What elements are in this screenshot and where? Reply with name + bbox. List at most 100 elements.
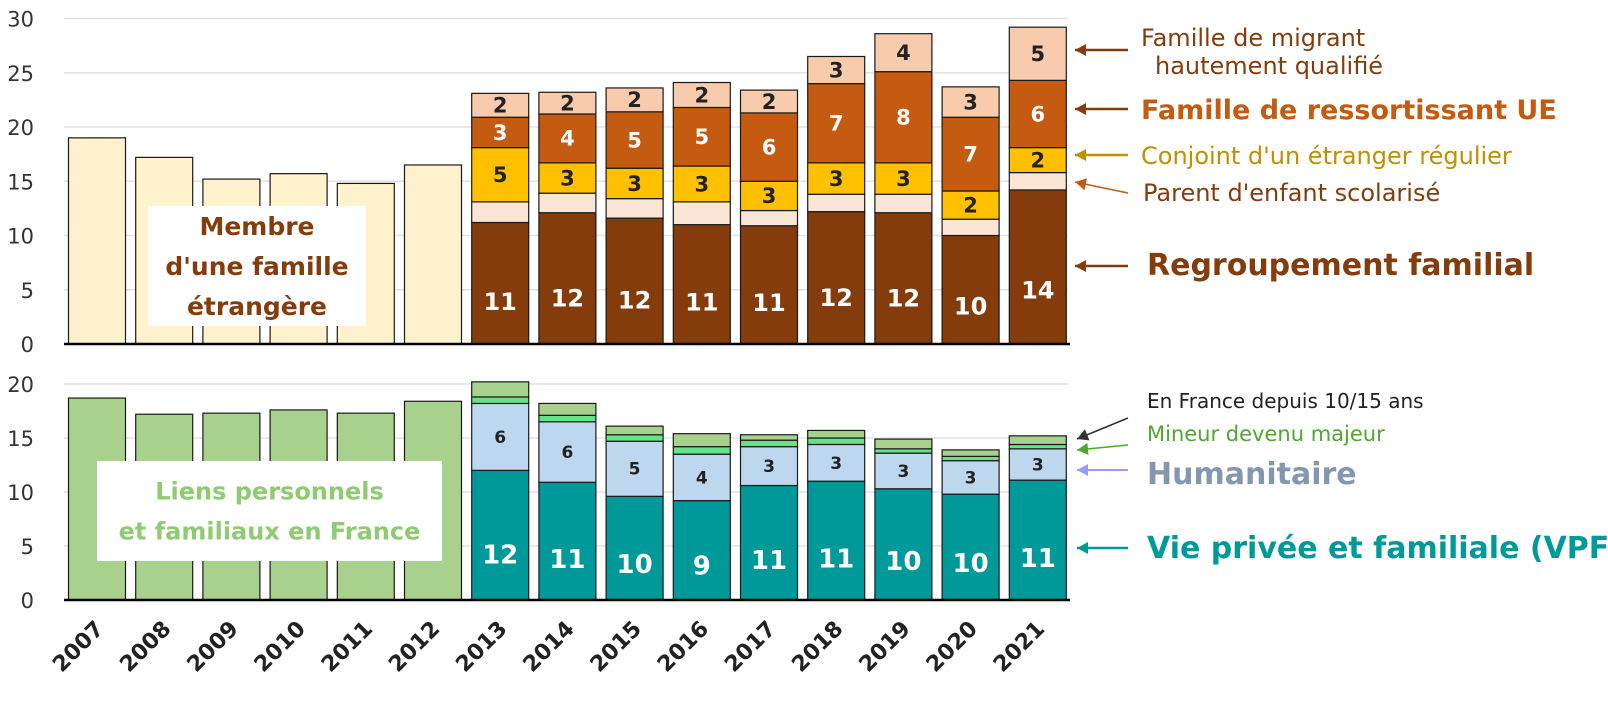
x-tick-label: 2007 bbox=[48, 617, 109, 678]
legend-arrowhead bbox=[1077, 429, 1090, 441]
y-tick-label: 10 bbox=[7, 225, 34, 249]
legend-label: Humanitaire bbox=[1147, 457, 1357, 492]
bar-segment bbox=[941, 234, 1000, 345]
legend-arrowhead bbox=[1077, 464, 1088, 476]
x-tick-label: 2015 bbox=[586, 617, 647, 678]
y-tick-label: 25 bbox=[7, 62, 34, 86]
data-label: 14 bbox=[1021, 276, 1054, 304]
bar-segment bbox=[1008, 26, 1067, 81]
bar-segment bbox=[807, 162, 866, 195]
y-tick-label: 20 bbox=[7, 116, 34, 140]
x-tick-label: 2014 bbox=[519, 617, 580, 678]
bar-segment bbox=[605, 198, 664, 219]
data-label: 3 bbox=[560, 166, 575, 190]
bar-segment bbox=[605, 217, 664, 345]
bar-segment bbox=[807, 443, 866, 482]
bar-segment bbox=[605, 495, 664, 601]
legend-label: Regroupement familial bbox=[1147, 248, 1534, 283]
bar-segment bbox=[538, 91, 597, 115]
legend-label: Parent d'enfant scolarisé bbox=[1143, 179, 1440, 207]
data-label: 4 bbox=[896, 41, 911, 65]
bar-segment bbox=[874, 33, 933, 73]
x-tick-label: 2012 bbox=[384, 617, 445, 678]
legend-label: Conjoint d'un étranger régulier bbox=[1141, 142, 1512, 170]
bar-segment bbox=[1008, 189, 1067, 345]
data-label: 10 bbox=[953, 549, 989, 579]
data-label: 3 bbox=[493, 121, 508, 145]
data-label: 3 bbox=[762, 184, 777, 208]
bar-segment bbox=[874, 212, 933, 345]
data-label: 3 bbox=[897, 462, 909, 482]
bar-segment bbox=[471, 221, 530, 345]
y-tick-label: 15 bbox=[7, 427, 34, 451]
data-label: 3 bbox=[1032, 455, 1044, 475]
box-title-line: d'une famille bbox=[165, 252, 348, 281]
legend-arrowhead bbox=[1075, 178, 1087, 191]
bar-segment bbox=[739, 112, 799, 182]
x-tick-label: 2008 bbox=[115, 617, 176, 678]
bar-segment bbox=[941, 493, 1000, 601]
data-label: 2 bbox=[694, 83, 709, 107]
legend-label: En France depuis 10/15 ans bbox=[1147, 389, 1424, 413]
bar-segment bbox=[874, 438, 933, 450]
box-title-line: Liens personnels bbox=[155, 477, 384, 505]
legend-arrowhead bbox=[1077, 542, 1088, 554]
bottom-legend: En France depuis 10/15 ans Mineur devenu … bbox=[1076, 389, 1608, 566]
bar-segment bbox=[807, 55, 866, 85]
x-tick-label: 2009 bbox=[183, 617, 244, 678]
data-label: 6 bbox=[561, 443, 573, 463]
data-label: 10 bbox=[885, 547, 921, 577]
y-tick-label: 5 bbox=[21, 535, 34, 559]
x-tick-label: 2020 bbox=[922, 617, 983, 678]
top-panel: 0510152025301153212342123521135211362123… bbox=[7, 8, 1070, 357]
data-label: 2 bbox=[762, 90, 777, 114]
x-tick-label: 2019 bbox=[855, 617, 916, 678]
data-label: 11 bbox=[483, 288, 516, 316]
bar-segment bbox=[471, 147, 530, 203]
data-label: 7 bbox=[963, 142, 978, 166]
y-tick-label: 5 bbox=[21, 279, 34, 303]
bar-segment bbox=[672, 201, 731, 226]
bar-segment bbox=[672, 106, 731, 167]
legend-label: Vie privée et familiale (VPF) bbox=[1147, 531, 1608, 566]
legend-label: Famille de ressortissant UE bbox=[1141, 95, 1557, 126]
x-tick-label: 2017 bbox=[720, 617, 781, 678]
bar-segment bbox=[874, 448, 933, 454]
bar-segment bbox=[739, 434, 799, 441]
bar-segment bbox=[1008, 171, 1067, 191]
box-title-line: Membre bbox=[199, 212, 314, 241]
bar-segment bbox=[1008, 479, 1067, 601]
data-label: 5 bbox=[694, 125, 709, 149]
bar-segment bbox=[67, 137, 127, 345]
bar-segment bbox=[672, 81, 731, 109]
data-label: 5 bbox=[493, 163, 508, 187]
box-title-line: et familiaux en France bbox=[119, 517, 421, 545]
bar-segment bbox=[538, 481, 597, 601]
data-label: 12 bbox=[551, 284, 584, 312]
legend-arrowhead bbox=[1075, 149, 1086, 161]
bar-segment bbox=[739, 484, 799, 601]
data-label: 3 bbox=[627, 172, 642, 196]
bar-segment bbox=[941, 116, 1000, 192]
y-tick-label: 0 bbox=[21, 333, 34, 357]
bar-segment bbox=[471, 381, 530, 398]
x-tick-label: 2013 bbox=[451, 617, 512, 678]
bar-segment bbox=[739, 439, 799, 448]
legend-arrowhead bbox=[1075, 260, 1086, 272]
bar-segment bbox=[471, 396, 530, 405]
box-background bbox=[148, 206, 366, 326]
data-label: 6 bbox=[494, 428, 506, 448]
bar-segment bbox=[605, 440, 664, 497]
box-title-line: étrangère bbox=[187, 292, 327, 321]
data-label: 12 bbox=[618, 286, 651, 314]
data-label: 2 bbox=[963, 193, 978, 217]
bar-segment bbox=[672, 165, 731, 203]
bar-segment bbox=[807, 437, 866, 446]
y-tick-label: 10 bbox=[7, 481, 34, 505]
bar-segment bbox=[471, 116, 530, 149]
data-label: 7 bbox=[829, 112, 844, 136]
bar-segment bbox=[807, 429, 866, 439]
bar-segment bbox=[941, 86, 1000, 118]
legend-label: Famille de migrant bbox=[1141, 24, 1365, 52]
